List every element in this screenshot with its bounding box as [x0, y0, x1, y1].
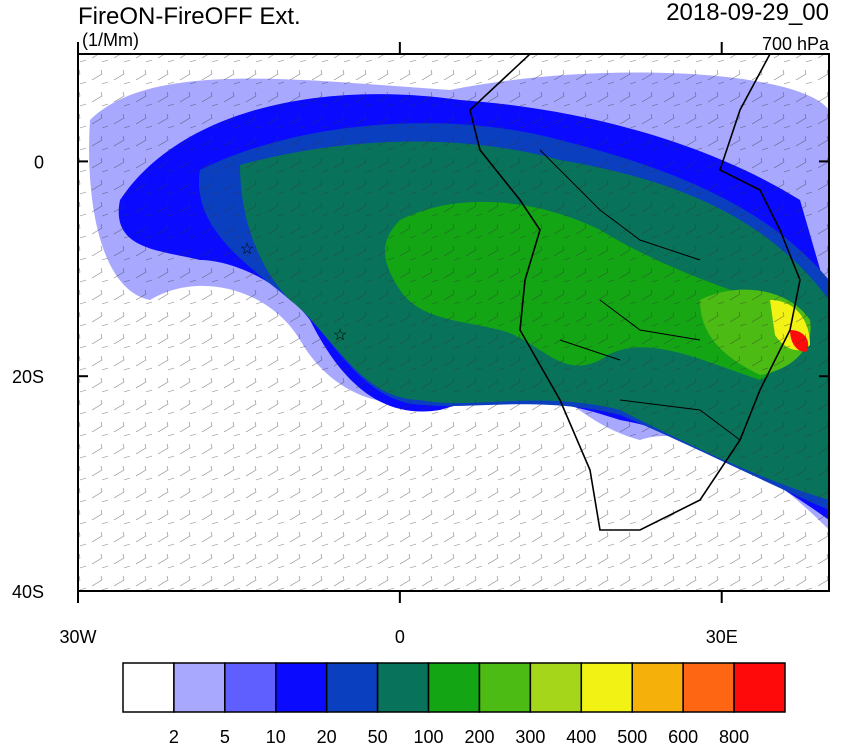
- color-box: [478, 662, 532, 713]
- color-box: [733, 662, 786, 713]
- map-area: ☆ ☆: [78, 54, 829, 591]
- color-box: [682, 662, 735, 713]
- color-box: [427, 662, 481, 713]
- units: (1/Mm): [82, 30, 139, 50]
- date: 2018-09-29_00: [666, 0, 829, 26]
- lat-tick-label: 40S: [12, 582, 44, 602]
- lon-tick-label: 30W: [59, 627, 96, 647]
- colorbar-label: 2: [169, 727, 179, 747]
- lat-tick-label: 20S: [12, 367, 44, 387]
- color-box: [325, 662, 379, 713]
- pressure-level: 700 hPa: [762, 34, 830, 54]
- colorbar-label: 400: [566, 727, 596, 747]
- wind-barbs: [78, 54, 829, 591]
- site-marker: ☆: [240, 241, 254, 258]
- colorbar-label: 50: [368, 727, 388, 747]
- colorbar-label: 20: [317, 727, 337, 747]
- colorbar-label: 300: [515, 727, 545, 747]
- site-marker: ☆: [333, 327, 347, 344]
- colorbar-label: 600: [668, 727, 698, 747]
- colorbar-label: 100: [414, 727, 444, 747]
- borders: [539, 149, 741, 441]
- colorbar-label: 200: [464, 727, 494, 747]
- map-frame: [77, 53, 830, 592]
- coastline: [469, 54, 801, 531]
- lon-tick-label: 30E: [706, 627, 738, 647]
- color-box: [224, 662, 277, 713]
- lon-tick-label: 0: [395, 627, 405, 647]
- color-box: [580, 662, 633, 713]
- colorbar-label: 5: [220, 727, 230, 747]
- color-box: [173, 662, 226, 713]
- title: FireON-FireOFF Ext.: [78, 3, 301, 30]
- color-box: [376, 662, 430, 713]
- color-box: [529, 662, 583, 713]
- color-box: [122, 662, 175, 713]
- color-box: [275, 662, 328, 713]
- lat-tick-label: 0: [34, 152, 44, 172]
- color-box: [631, 662, 684, 713]
- colorbar-label: 800: [719, 727, 749, 747]
- colorbar-label: 10: [266, 727, 286, 747]
- colorbar-label: 500: [617, 727, 647, 747]
